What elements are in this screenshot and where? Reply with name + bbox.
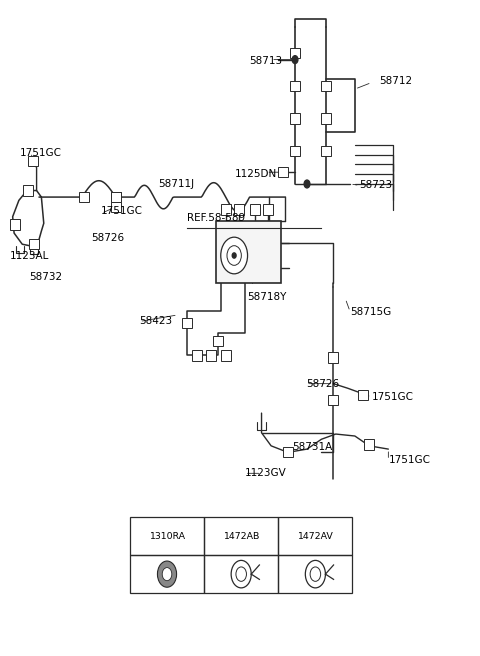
Bar (28, 156, 38, 166)
Text: 58713: 58713 (250, 56, 283, 66)
Bar (110, 192, 120, 202)
Text: 58715G: 58715G (350, 306, 391, 317)
Bar (290, 146, 300, 156)
Bar (192, 350, 202, 361)
Text: 58711J: 58711J (158, 179, 195, 189)
Text: 1472AV: 1472AV (298, 531, 333, 541)
Bar (204, 517, 278, 555)
Text: 58423: 58423 (140, 316, 173, 327)
Circle shape (304, 180, 310, 188)
Text: 1751GC: 1751GC (20, 148, 62, 157)
Text: 1751GC: 1751GC (372, 392, 414, 401)
Bar (214, 336, 224, 346)
Bar (278, 517, 352, 555)
Text: 58726: 58726 (306, 379, 339, 388)
Bar (221, 350, 230, 361)
Bar (250, 205, 260, 215)
Text: 1123AL: 1123AL (10, 251, 49, 261)
Bar (321, 113, 331, 123)
Bar (328, 395, 338, 405)
Bar (321, 81, 331, 91)
Bar (263, 205, 273, 215)
Text: 58731A: 58731A (293, 442, 333, 452)
Bar (206, 350, 216, 361)
Bar (278, 555, 352, 593)
Bar (321, 146, 331, 156)
Text: REF.58-589: REF.58-589 (187, 213, 245, 223)
Bar (290, 48, 300, 58)
Text: 1125DN: 1125DN (235, 169, 277, 179)
Bar (234, 205, 244, 215)
Bar (221, 205, 231, 215)
Bar (216, 221, 281, 283)
Bar (358, 390, 368, 400)
Text: 1751GC: 1751GC (101, 207, 143, 216)
Text: 1123GV: 1123GV (245, 468, 287, 478)
Bar (24, 186, 34, 195)
Text: 58726: 58726 (92, 233, 125, 243)
Bar (290, 113, 300, 123)
Text: 58732: 58732 (29, 272, 62, 282)
Bar (80, 192, 89, 202)
Text: 58712: 58712 (379, 75, 412, 85)
Circle shape (221, 237, 248, 274)
Bar (182, 318, 192, 328)
Bar (130, 517, 204, 555)
Bar (290, 81, 300, 91)
Text: 58718Y: 58718Y (247, 291, 287, 302)
Bar (10, 220, 20, 230)
Bar (283, 447, 293, 457)
Circle shape (232, 253, 236, 258)
Circle shape (162, 567, 172, 581)
Text: 1310RA: 1310RA (149, 531, 185, 541)
Bar (110, 202, 120, 212)
Bar (29, 239, 39, 249)
Circle shape (292, 56, 298, 64)
Text: 58723: 58723 (360, 180, 393, 190)
Circle shape (157, 561, 177, 587)
Text: 1472AB: 1472AB (223, 531, 259, 541)
Bar (364, 440, 374, 449)
Bar (110, 192, 120, 202)
Bar (278, 167, 288, 177)
Bar (204, 555, 278, 593)
Text: 1751GC: 1751GC (388, 455, 431, 465)
Bar (328, 352, 338, 363)
Bar (130, 555, 204, 593)
